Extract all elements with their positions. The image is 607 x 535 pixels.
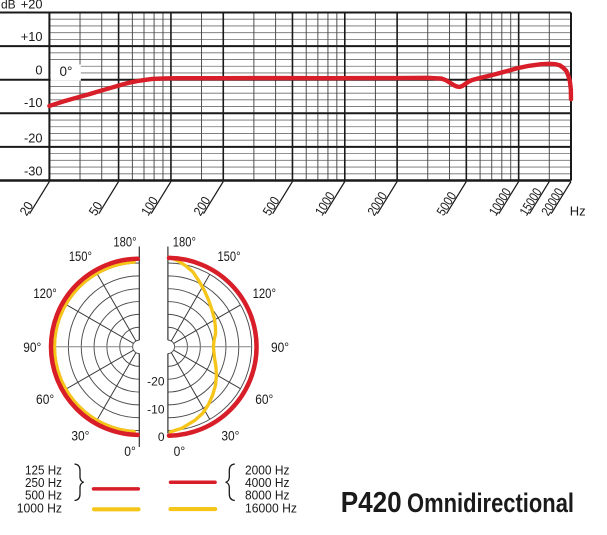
svg-text:1000 Hz: 1000 Hz — [17, 501, 62, 516]
svg-text:-20: -20 — [147, 375, 165, 389]
svg-text:20: 20 — [16, 199, 36, 218]
svg-text:125 Hz: 125 Hz — [25, 463, 62, 478]
svg-text:0: 0 — [35, 62, 42, 77]
svg-text:150°: 150° — [69, 249, 92, 264]
svg-text:0: 0 — [158, 430, 165, 444]
svg-text:-10: -10 — [147, 403, 165, 417]
svg-text:Hz: Hz — [570, 203, 586, 218]
svg-text:dB: dB — [1, 0, 16, 12]
svg-text:180°: 180° — [113, 235, 136, 250]
svg-text:120°: 120° — [253, 286, 276, 301]
svg-text:30°: 30° — [71, 428, 89, 443]
svg-text:-10: -10 — [24, 95, 43, 110]
svg-text:8000 Hz: 8000 Hz — [245, 487, 290, 502]
svg-text:250 Hz: 250 Hz — [25, 475, 62, 490]
svg-text:0°: 0° — [174, 444, 186, 459]
svg-text:4000 Hz: 4000 Hz — [245, 475, 290, 490]
svg-text:90°: 90° — [23, 340, 41, 355]
svg-text:2000 Hz: 2000 Hz — [245, 463, 290, 478]
svg-text:Omnidirectional: Omnidirectional — [407, 488, 574, 518]
svg-text:16000 Hz: 16000 Hz — [245, 501, 297, 516]
svg-text:0°: 0° — [124, 444, 136, 459]
svg-text:60°: 60° — [36, 392, 54, 407]
svg-text:30°: 30° — [221, 428, 239, 443]
svg-text:180°: 180° — [173, 235, 196, 250]
svg-text:0°: 0° — [60, 64, 73, 79]
svg-text:50: 50 — [86, 199, 106, 218]
svg-text:120°: 120° — [33, 286, 56, 301]
svg-text:+10: +10 — [21, 29, 43, 44]
svg-text:90°: 90° — [271, 340, 289, 355]
svg-text:500 Hz: 500 Hz — [25, 487, 62, 502]
svg-text:-30: -30 — [24, 164, 43, 179]
svg-text:60°: 60° — [255, 392, 273, 407]
svg-text:+20: +20 — [21, 0, 43, 12]
svg-text:-20: -20 — [24, 131, 43, 146]
svg-text:P420: P420 — [341, 487, 402, 519]
svg-text:150°: 150° — [217, 249, 240, 264]
